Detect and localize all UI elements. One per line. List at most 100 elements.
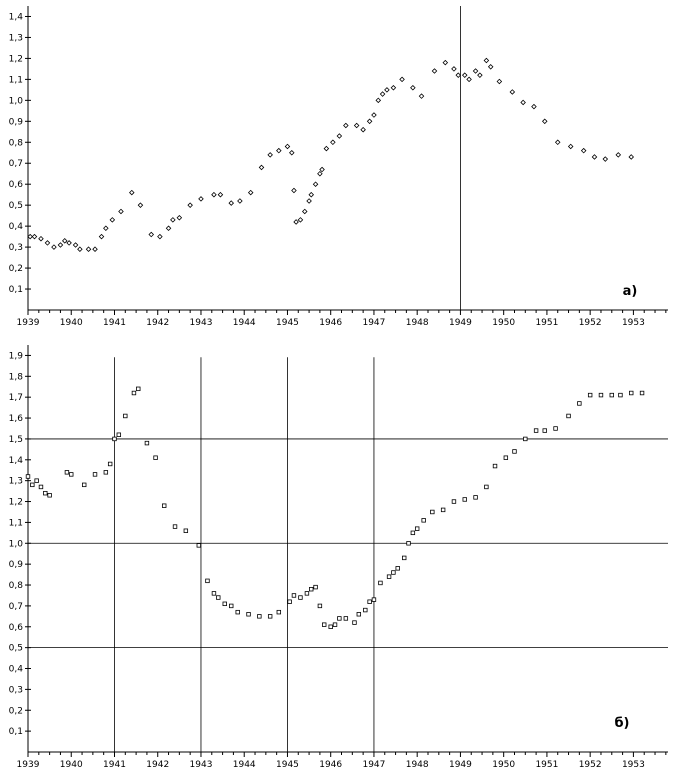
- a-x-tick-label: 1945: [276, 318, 299, 328]
- b-data-point: [598, 392, 604, 398]
- a-data-point: [247, 189, 254, 196]
- b-data-point: [566, 413, 571, 419]
- a-y-tick-label: 0,3: [9, 243, 23, 253]
- a-data-point: [165, 225, 172, 232]
- a-x-tick-label: 1953: [622, 318, 645, 328]
- a-data-point: [258, 164, 265, 171]
- b-data-point: [313, 584, 318, 590]
- b-y-tick-label: 0,4: [9, 665, 24, 675]
- a-data-point: [628, 154, 635, 160]
- b-data-point: [211, 591, 217, 596]
- b-y-tick-label: 0,9: [9, 560, 24, 570]
- b-y-tick-label: 1,9: [9, 351, 24, 361]
- b-data-point: [298, 595, 303, 600]
- a-y-tick-label: 0,1: [9, 285, 23, 295]
- a-x-tick-label: 1942: [146, 318, 169, 328]
- b-data-point: [43, 490, 48, 496]
- b-data-point: [462, 497, 467, 502]
- a-data-point: [371, 112, 377, 118]
- b-data-point: [406, 541, 411, 546]
- a-x-tick-label: 1943: [190, 318, 213, 328]
- b-data-point: [414, 526, 420, 531]
- a-data-point: [379, 91, 386, 97]
- a-y-tick-label: 0,9: [9, 117, 24, 127]
- b-y-tick-label: 1,2: [9, 498, 23, 508]
- b-data-point: [352, 620, 357, 625]
- b-data-point: [618, 392, 623, 398]
- a-data-point: [580, 147, 587, 154]
- b-data-point: [587, 392, 593, 398]
- a-y-tick-label: 0,8: [9, 138, 24, 148]
- b-data-point: [69, 472, 74, 477]
- a-data-point: [211, 191, 217, 198]
- b-x-tick-label: 1943: [190, 760, 213, 770]
- a-data-point: [317, 170, 323, 177]
- a-data-point: [237, 198, 243, 204]
- a-data-point: [451, 66, 457, 72]
- b-data-point: [363, 607, 368, 613]
- b-data-point: [391, 570, 396, 575]
- a-data-point: [343, 122, 349, 129]
- b-y-tick-label: 1,3: [9, 477, 23, 487]
- b-y-tick-label: 1,1: [9, 518, 23, 528]
- a-x-tick-label: 1940: [60, 318, 83, 328]
- b-x-tick-label: 1946: [319, 760, 342, 770]
- b-data-point: [451, 499, 457, 504]
- a-data-point: [509, 89, 516, 95]
- b-data-point: [222, 601, 227, 607]
- b-data-point: [371, 597, 377, 602]
- b-data-point: [332, 622, 338, 627]
- b-data-point: [162, 503, 167, 508]
- a-data-point: [442, 59, 449, 66]
- a-data-point: [461, 72, 468, 78]
- a-data-point: [72, 242, 79, 248]
- a-data-point: [541, 118, 548, 125]
- a-data-point: [520, 99, 526, 106]
- b-x-tick-label: 1950: [492, 760, 515, 770]
- a-data-point: [602, 156, 609, 162]
- b-data-point: [317, 603, 323, 609]
- b-data-point: [309, 587, 314, 592]
- b-data-point: [421, 518, 426, 523]
- b-data-point: [123, 413, 128, 419]
- a-data-point: [66, 240, 72, 246]
- a-data-point: [61, 238, 68, 244]
- a-data-point: [308, 191, 315, 198]
- a-panel-label: a): [623, 284, 638, 299]
- b-data-point: [609, 392, 614, 398]
- a-data-point: [157, 233, 163, 240]
- a-data-point: [455, 72, 462, 78]
- a-data-point: [267, 152, 273, 158]
- a-y-tick-label: 1,0: [9, 96, 24, 106]
- a-data-point: [366, 118, 373, 125]
- a-data-point: [51, 244, 57, 250]
- a-data-point: [228, 200, 235, 206]
- a-data-point: [330, 139, 336, 146]
- b-data-point: [103, 470, 109, 475]
- b-x-tick-label: 1949: [449, 760, 472, 770]
- b-data-point: [82, 482, 87, 488]
- a-data-point: [176, 214, 183, 221]
- a-data-point: [170, 217, 176, 223]
- b-x-tick-label: 1948: [406, 760, 429, 770]
- a-data-point: [375, 97, 382, 104]
- a-data-point: [615, 152, 622, 158]
- b-data-point: [116, 432, 122, 437]
- a-data-point: [293, 219, 299, 225]
- b-y-tick-label: 1,6: [9, 414, 24, 424]
- a-data-point: [148, 231, 155, 238]
- b-data-point: [34, 478, 39, 483]
- b-data-point: [64, 470, 70, 475]
- a-data-point: [591, 154, 598, 160]
- b-data-point: [38, 484, 44, 490]
- b-data-point: [367, 599, 372, 604]
- a-y-tick-label: 0,4: [9, 222, 24, 232]
- a-y-tick-label: 1,3: [9, 33, 23, 43]
- b-data-point: [183, 528, 189, 533]
- b-x-tick-label: 1941: [103, 760, 126, 770]
- b-y-tick-label: 0,6: [9, 623, 24, 633]
- b-data-point: [356, 612, 362, 617]
- a-data-point: [109, 217, 116, 223]
- a-data-point: [472, 68, 479, 74]
- b-data-point: [257, 614, 262, 619]
